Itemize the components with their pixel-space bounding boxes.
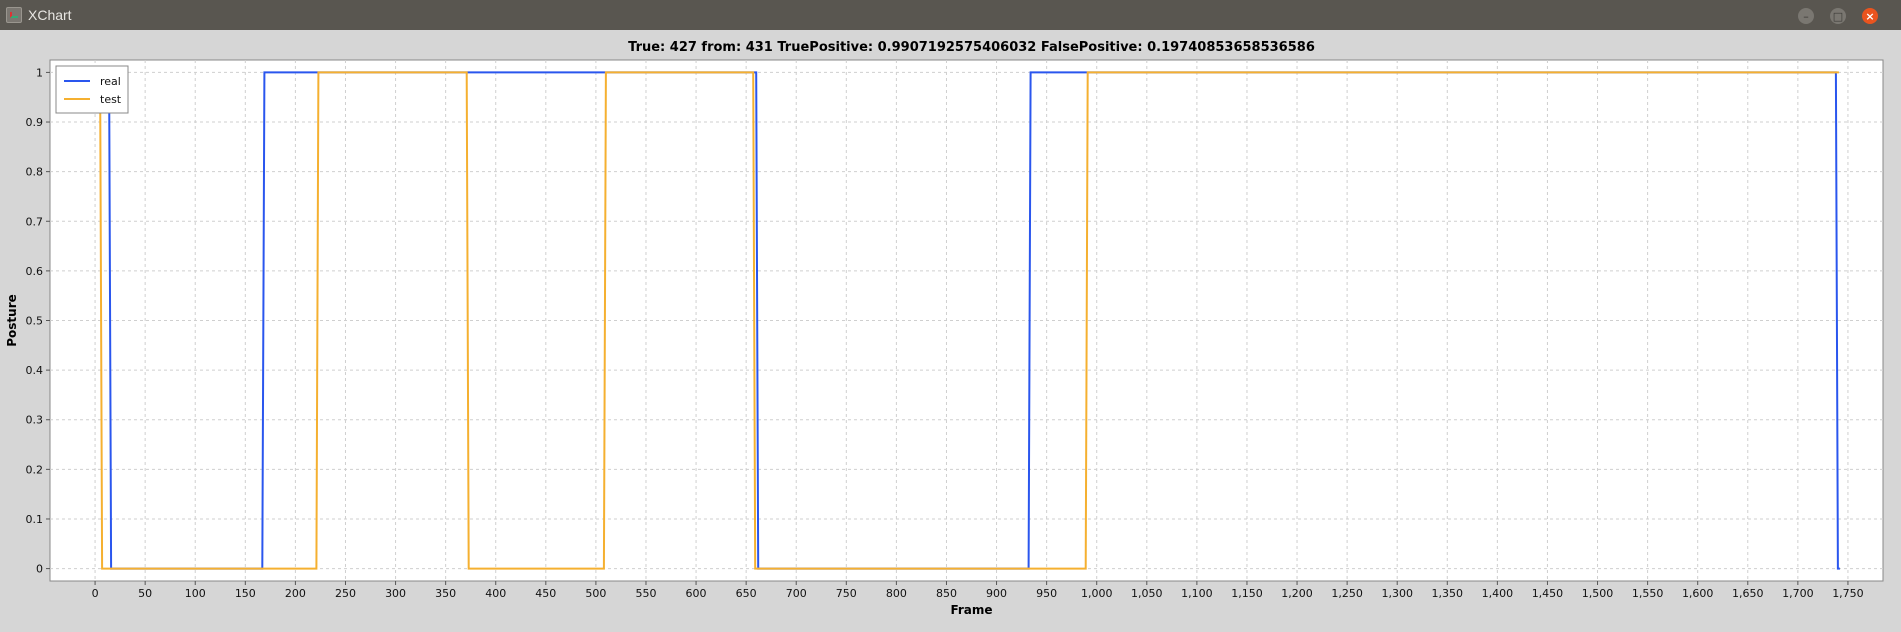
x-tick-label: 1,050: [1131, 587, 1163, 600]
y-tick-label: 0.6: [26, 265, 44, 278]
y-tick-label: 0.1: [26, 513, 44, 526]
close-button[interactable]: ×: [1862, 8, 1878, 24]
x-tick-label: 1,100: [1181, 587, 1213, 600]
x-tick-label: 500: [585, 587, 606, 600]
x-tick-label: 600: [686, 587, 707, 600]
x-tick-label: 300: [385, 587, 406, 600]
x-tick-label: 150: [235, 587, 256, 600]
x-tick-label: 1,450: [1532, 587, 1564, 600]
chart-window: 0 50 100 150 200 250 300 350 400 450 500 550 600 650 7…: [0, 30, 1901, 632]
legend-box: [55, 65, 129, 114]
legend: real test: [55, 65, 129, 114]
x-tick-label: 100: [185, 587, 206, 600]
x-tick-label: 50: [138, 587, 152, 600]
plot-area: [49, 59, 1884, 582]
y-tick-label: 0.9: [26, 116, 44, 129]
x-tick-label: 1,650: [1732, 587, 1764, 600]
window-title: XChart: [28, 7, 72, 23]
x-tick-label: 350: [435, 587, 456, 600]
x-tick-label: 850: [936, 587, 957, 600]
x-tick-label: 750: [836, 587, 857, 600]
app-icon: [6, 7, 22, 23]
window-titlebar[interactable]: XChart – □ ×: [0, 0, 1901, 30]
x-tick-label: 0: [92, 587, 99, 600]
x-tick-label: 400: [485, 587, 506, 600]
x-tick-label: 1,200: [1281, 587, 1313, 600]
x-tick-label: 1,250: [1331, 587, 1363, 600]
series-layer: [99, 71, 1840, 570]
x-tick-label: 450: [535, 587, 556, 600]
x-axis-label: Frame: [950, 603, 992, 617]
x-tick-label: 1,750: [1832, 587, 1864, 600]
x-tick-label: 200: [285, 587, 306, 600]
series-line-test: [99, 71, 1839, 570]
y-tick-label: 0.7: [26, 215, 44, 228]
x-tick-label: 1,400: [1482, 587, 1514, 600]
x-tick-label: 1,600: [1682, 587, 1714, 600]
axis-ticks: 0 50 100 150 200 250 300 350 400 450 500 550 600 650 7…: [26, 66, 1864, 600]
x-tick-label: 250: [335, 587, 356, 600]
y-tick-label: 0.4: [26, 364, 44, 377]
y-tick-label: 0.2: [26, 463, 44, 476]
x-tick-label: 900: [986, 587, 1007, 600]
x-tick-label: 1,000: [1081, 587, 1113, 600]
y-axis-label: Posture: [5, 294, 19, 347]
y-tick-label: 0.8: [26, 166, 44, 179]
x-tick-label: 650: [736, 587, 757, 600]
grid-lines: [50, 60, 1883, 581]
legend-label-test: test: [100, 93, 122, 106]
y-tick-label: 0.3: [26, 414, 44, 427]
legend-label-real: real: [100, 75, 121, 88]
chart-title: True: 427 from: 431 TruePositive: 0.9907…: [628, 40, 1315, 55]
x-tick-label: 1,700: [1782, 587, 1814, 600]
y-tick-label: 1: [36, 66, 43, 79]
line-chart: 0 50 100 150 200 250 300 350 400 450 500 550 600 650 7…: [5, 40, 1884, 617]
x-tick-label: 1,500: [1582, 587, 1614, 600]
x-tick-label: 800: [886, 587, 907, 600]
x-tick-label: 1,350: [1432, 587, 1464, 600]
x-tick-label: 950: [1036, 587, 1057, 600]
y-tick-label: 0: [36, 563, 43, 576]
x-tick-label: 550: [635, 587, 656, 600]
x-tick-label: 1,150: [1231, 587, 1263, 600]
minimize-button[interactable]: –: [1798, 8, 1814, 24]
x-tick-label: 1,300: [1381, 587, 1413, 600]
x-tick-label: 700: [786, 587, 807, 600]
x-tick-label: 1,550: [1632, 587, 1664, 600]
y-tick-label: 0.5: [26, 315, 44, 328]
maximize-button[interactable]: □: [1830, 8, 1846, 24]
